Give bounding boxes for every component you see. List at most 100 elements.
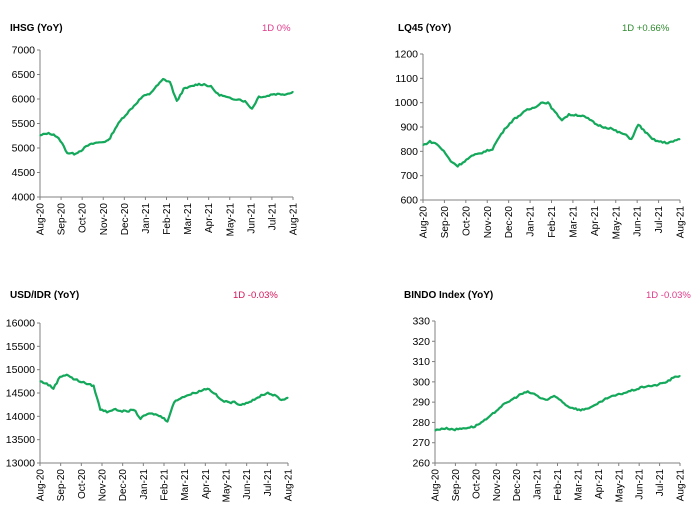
data-point: [457, 165, 459, 167]
data-point: [210, 86, 212, 88]
x-tick-label: Sep-20: [56, 469, 67, 502]
y-tick-label: 4500: [12, 167, 36, 179]
x-tick-label: Mar-21: [568, 206, 579, 238]
data-point: [146, 413, 148, 415]
data-point: [107, 140, 109, 142]
data-point: [602, 126, 605, 128]
data-point: [450, 160, 452, 162]
data-point: [189, 86, 192, 88]
data-point: [533, 393, 535, 395]
data-point: [659, 383, 661, 385]
x-tick-label: Nov-20: [483, 206, 494, 239]
data-point: [491, 148, 494, 150]
data-point: [285, 93, 287, 95]
data-point: [434, 429, 436, 432]
data-point: [153, 413, 155, 415]
data-point: [540, 102, 542, 104]
x-tick-label: Aug-21: [676, 469, 687, 502]
y-tick-label: 310: [412, 356, 430, 368]
x-tick-label: Oct-20: [461, 206, 472, 236]
x-tick-label: Jun-21: [246, 203, 257, 234]
y-tick-label: 7000: [12, 45, 36, 57]
data-point: [180, 397, 182, 399]
data-point: [441, 427, 443, 430]
data-point: [513, 397, 516, 399]
data-point: [540, 397, 542, 399]
x-tick-label: Oct-20: [471, 469, 482, 499]
data-point: [39, 135, 41, 137]
y-tick-label: 5500: [12, 118, 36, 130]
series-line: [434, 374, 681, 432]
data-point: [46, 132, 48, 134]
x-tick-label: Aug-20: [419, 206, 430, 239]
data-point: [87, 144, 89, 147]
data-point: [260, 394, 262, 396]
daily-change-label: 1D -0.03%: [233, 290, 278, 301]
x-tick-label: Oct-20: [78, 203, 89, 233]
x-tick-label: Jul-21: [655, 469, 666, 497]
data-point: [505, 126, 507, 128]
x-tick-label: Nov-20: [98, 469, 109, 502]
data-point: [575, 114, 577, 116]
x-tick-label: Apr-21: [590, 206, 601, 236]
x-tick-label: Dec-20: [120, 203, 131, 236]
data-point: [265, 95, 267, 98]
data-point: [596, 123, 598, 126]
data-point: [169, 81, 171, 83]
x-tick-label: Apr-21: [201, 469, 212, 499]
y-tick-label: 6000: [12, 94, 36, 106]
data-point: [554, 111, 556, 113]
data-point: [606, 397, 608, 399]
daily-change-label: 1D +0.66%: [622, 23, 670, 34]
data-point: [106, 411, 108, 413]
data-point: [480, 421, 482, 424]
data-point: [244, 100, 246, 103]
data-point: [679, 375, 681, 377]
data-point: [287, 397, 289, 399]
data-point: [633, 389, 635, 391]
data-point: [637, 123, 639, 126]
data-point: [114, 127, 116, 129]
chart-title: USD/IDR (YoY): [10, 290, 79, 301]
y-tick-label: 16000: [6, 318, 35, 330]
x-tick-label: Mar-21: [180, 469, 191, 501]
x-tick-label: Nov-20: [492, 469, 503, 502]
data-point: [477, 153, 480, 155]
data-point: [500, 405, 502, 407]
data-point: [240, 404, 242, 406]
x-tick-label: Feb-21: [160, 469, 171, 501]
data-point: [292, 91, 294, 93]
x-tick-label: Mar-21: [183, 203, 194, 235]
y-tick-label: 800: [400, 146, 418, 158]
data-point: [66, 373, 68, 375]
y-tick-label: 13500: [6, 434, 35, 446]
y-tick-label: 1100: [395, 73, 418, 85]
y-tick-label: 600: [400, 195, 418, 207]
data-point: [233, 401, 235, 403]
x-tick-label: Jan-21: [526, 206, 537, 237]
data-point: [573, 407, 575, 409]
data-point: [128, 110, 130, 112]
series-line: [39, 373, 289, 423]
data-point: [39, 380, 41, 382]
x-tick-label: Dec-20: [118, 469, 129, 502]
data-point: [251, 108, 253, 110]
y-tick-label: 270: [412, 437, 430, 449]
x-tick-label: Feb-21: [162, 203, 173, 235]
data-point: [547, 102, 549, 104]
data-point: [507, 401, 509, 403]
data-point: [623, 133, 626, 135]
data-point: [224, 95, 226, 98]
data-point: [464, 160, 466, 162]
data-point: [253, 399, 256, 401]
y-tick-label: 1000: [395, 97, 419, 109]
y-tick-label: 330: [412, 316, 430, 328]
data-point: [546, 399, 549, 401]
data-point: [471, 155, 473, 157]
y-tick-label: 1200: [395, 49, 419, 61]
chart-panel-2: USD/IDR (YoY) 1D -0.03% 16000 15500 15000 145…: [6, 290, 295, 502]
data-point: [639, 387, 641, 389]
data-point: [99, 408, 101, 410]
data-point: [586, 407, 588, 409]
